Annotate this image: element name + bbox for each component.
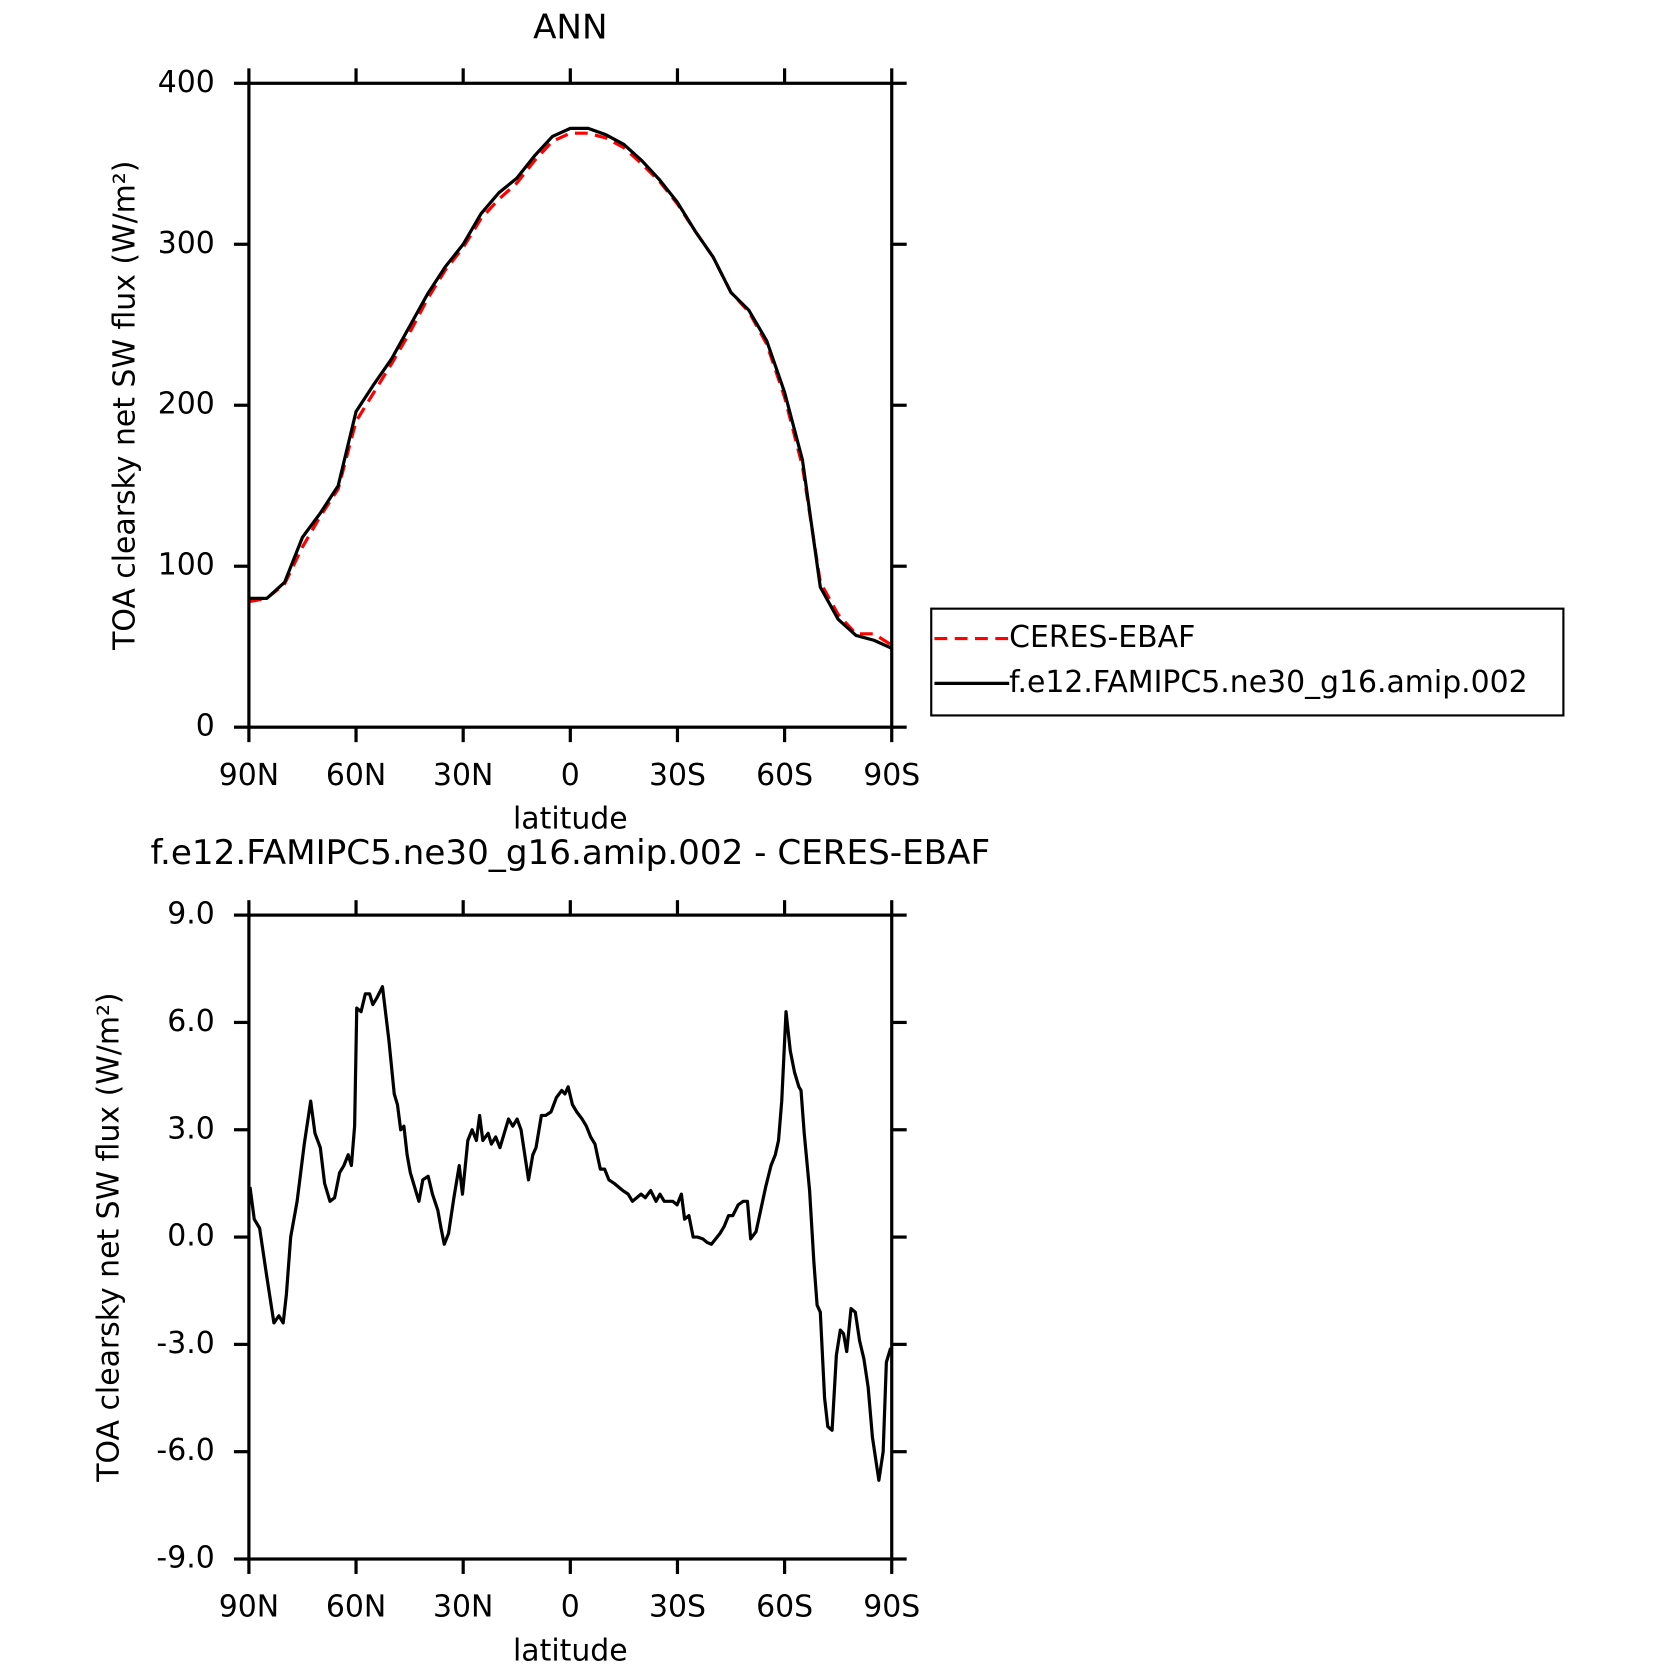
x-tick-label: 30N bbox=[433, 1590, 493, 1625]
y-tick-label: 400 bbox=[158, 65, 215, 100]
x-tick-label: 0 bbox=[561, 1590, 580, 1625]
x-tick-label: 60N bbox=[326, 758, 386, 793]
x-tick-label: 90N bbox=[219, 758, 279, 793]
x-tick-label: 90N bbox=[219, 1590, 279, 1625]
legend-label: CERES-EBAF bbox=[1009, 620, 1195, 655]
y-tick-label: 9.0 bbox=[167, 897, 215, 932]
x-tick-label: 90S bbox=[863, 1590, 920, 1625]
x-tick-label: 60N bbox=[326, 1590, 386, 1625]
y-tick-label: 6.0 bbox=[167, 1004, 215, 1039]
y-axis-label: TOA clearsky net SW flux (W/m²) bbox=[92, 992, 127, 1482]
data-line bbox=[248, 131, 893, 647]
x-axis-label: latitude bbox=[513, 802, 628, 837]
chart-title: ANN bbox=[533, 7, 607, 47]
y-tick-label: 100 bbox=[158, 548, 215, 583]
y-tick-label: -9.0 bbox=[156, 1541, 214, 1576]
y-tick-label: 300 bbox=[158, 226, 215, 261]
x-tick-label: 30S bbox=[649, 758, 706, 793]
y-axis-label: TOA clearsky net SW flux (W/m²) bbox=[108, 161, 143, 651]
legend-label: f.e12.FAMIPC5.ne30_g16.amip.002 bbox=[1009, 665, 1528, 700]
x-tick-label: 0 bbox=[561, 758, 580, 793]
data-line bbox=[248, 985, 893, 1482]
y-tick-label: -3.0 bbox=[156, 1326, 214, 1361]
y-tick-label: 200 bbox=[158, 387, 215, 422]
plot-frame bbox=[247, 81, 894, 729]
plot-frame bbox=[247, 913, 894, 1561]
x-tick-label: 60S bbox=[756, 1590, 813, 1625]
x-tick-label: 90S bbox=[863, 758, 920, 793]
data-line bbox=[248, 126, 893, 650]
y-tick-label: 0.0 bbox=[167, 1219, 215, 1254]
y-tick-label: -6.0 bbox=[156, 1433, 214, 1468]
x-axis-label: latitude bbox=[513, 1633, 628, 1668]
legend-box bbox=[930, 607, 1565, 717]
x-tick-label: 30N bbox=[433, 758, 493, 793]
y-tick-label: 3.0 bbox=[167, 1111, 215, 1146]
x-tick-label: 30S bbox=[649, 1590, 706, 1625]
chart-title: f.e12.FAMIPC5.ne30_g16.amip.002 - CERES-… bbox=[150, 833, 990, 873]
y-tick-label: 0 bbox=[196, 709, 215, 744]
x-tick-label: 60S bbox=[756, 758, 813, 793]
